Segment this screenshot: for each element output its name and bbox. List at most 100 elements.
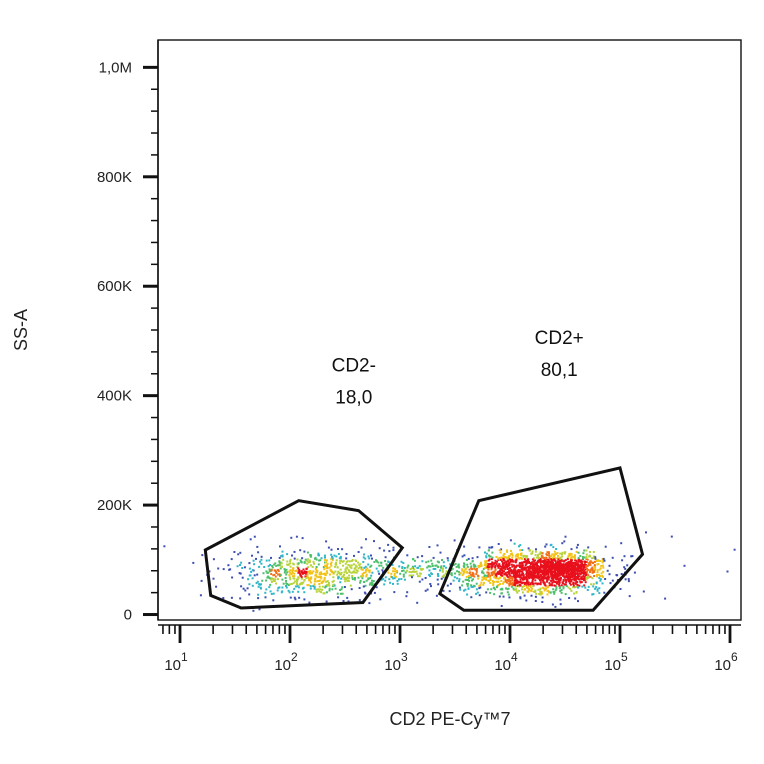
event-dot [563, 566, 566, 569]
event-dot [547, 574, 550, 577]
event-dot [458, 580, 461, 583]
event-dot [543, 577, 546, 580]
event-dot [594, 565, 597, 568]
event-dot [518, 571, 521, 574]
event-dot [570, 576, 573, 578]
event-dot [277, 570, 280, 573]
event-dot [363, 580, 366, 583]
event-dot [578, 564, 581, 567]
event-dot [432, 556, 435, 559]
event-dot [486, 588, 489, 591]
event-dot [487, 568, 490, 571]
y-tick-label: 400K [97, 388, 132, 405]
event-dot [366, 567, 369, 570]
event-dot [462, 572, 465, 575]
event-dot [470, 584, 473, 587]
event-dot [316, 580, 319, 583]
event-dot [633, 571, 636, 574]
event-dot [543, 589, 546, 592]
event-dot [424, 589, 427, 592]
event-dot [438, 561, 440, 564]
event-dot [281, 586, 284, 589]
event-dot [239, 551, 242, 554]
event-dot [478, 546, 481, 549]
event-dot [419, 572, 422, 575]
event-dot [339, 581, 342, 584]
event-dot [543, 561, 546, 564]
event-dot [331, 558, 334, 561]
event-dot [471, 586, 474, 588]
event-dot [257, 597, 260, 600]
event-dot [289, 560, 292, 563]
event-dot [523, 558, 526, 561]
event-dot [525, 559, 528, 562]
event-dot [291, 570, 294, 573]
event-dot [508, 562, 510, 565]
event-dot [514, 561, 517, 564]
event-dot [357, 561, 359, 564]
event-dot [256, 573, 259, 576]
event-dot [299, 549, 302, 552]
event-dot [231, 576, 234, 579]
event-dot [484, 562, 487, 565]
event-dot [410, 574, 413, 577]
event-dot [539, 571, 542, 574]
event-dot [332, 579, 335, 582]
event-dot [573, 557, 576, 560]
event-dot [278, 556, 281, 559]
event-dot [398, 578, 400, 581]
event-dot [522, 567, 524, 570]
event-dot [493, 593, 496, 596]
event-dot [417, 575, 419, 578]
event-dot [428, 565, 431, 568]
event-dot [602, 559, 605, 562]
event-dot [371, 581, 374, 584]
event-dot [516, 581, 519, 584]
event-dot [279, 567, 282, 570]
event-dot [317, 563, 320, 566]
gate-percent: 80,1 [541, 360, 578, 381]
event-dot [570, 580, 573, 583]
event-dot [469, 576, 472, 579]
event-dot [255, 557, 257, 560]
event-dot [410, 571, 413, 574]
event-dot [594, 568, 597, 571]
event-dot [520, 564, 522, 567]
event-dot [583, 549, 586, 552]
event-dot [241, 567, 244, 569]
event-dot [596, 589, 599, 592]
event-dot [354, 571, 356, 574]
event-dot [248, 567, 251, 570]
event-dot [539, 574, 542, 577]
event-dot [552, 590, 555, 593]
event-dot [539, 592, 542, 595]
event-dot [418, 580, 421, 583]
event-dot [576, 572, 579, 575]
event-dot [567, 580, 570, 583]
event-dot [510, 585, 513, 588]
event-dot [584, 586, 587, 589]
event-dot [525, 578, 528, 581]
event-dot [519, 596, 522, 599]
event-dot [554, 570, 557, 573]
event-dot [572, 581, 575, 584]
event-dot [392, 546, 395, 549]
event-dot [313, 587, 316, 590]
event-dot [558, 584, 561, 587]
event-dot [406, 569, 409, 572]
event-dot [436, 560, 439, 563]
event-dot [572, 573, 575, 576]
event-dot [293, 587, 296, 590]
event-dot [439, 569, 441, 572]
event-dot [335, 562, 337, 565]
event-dot [505, 566, 508, 568]
event-dot [541, 569, 544, 572]
event-dot [291, 554, 293, 557]
event-dot [526, 555, 529, 558]
event-dot [275, 570, 277, 573]
event-dot [571, 573, 574, 576]
event-dot [336, 573, 339, 576]
event-dot [550, 579, 553, 582]
event-dot [539, 558, 542, 560]
event-dot [572, 586, 575, 589]
